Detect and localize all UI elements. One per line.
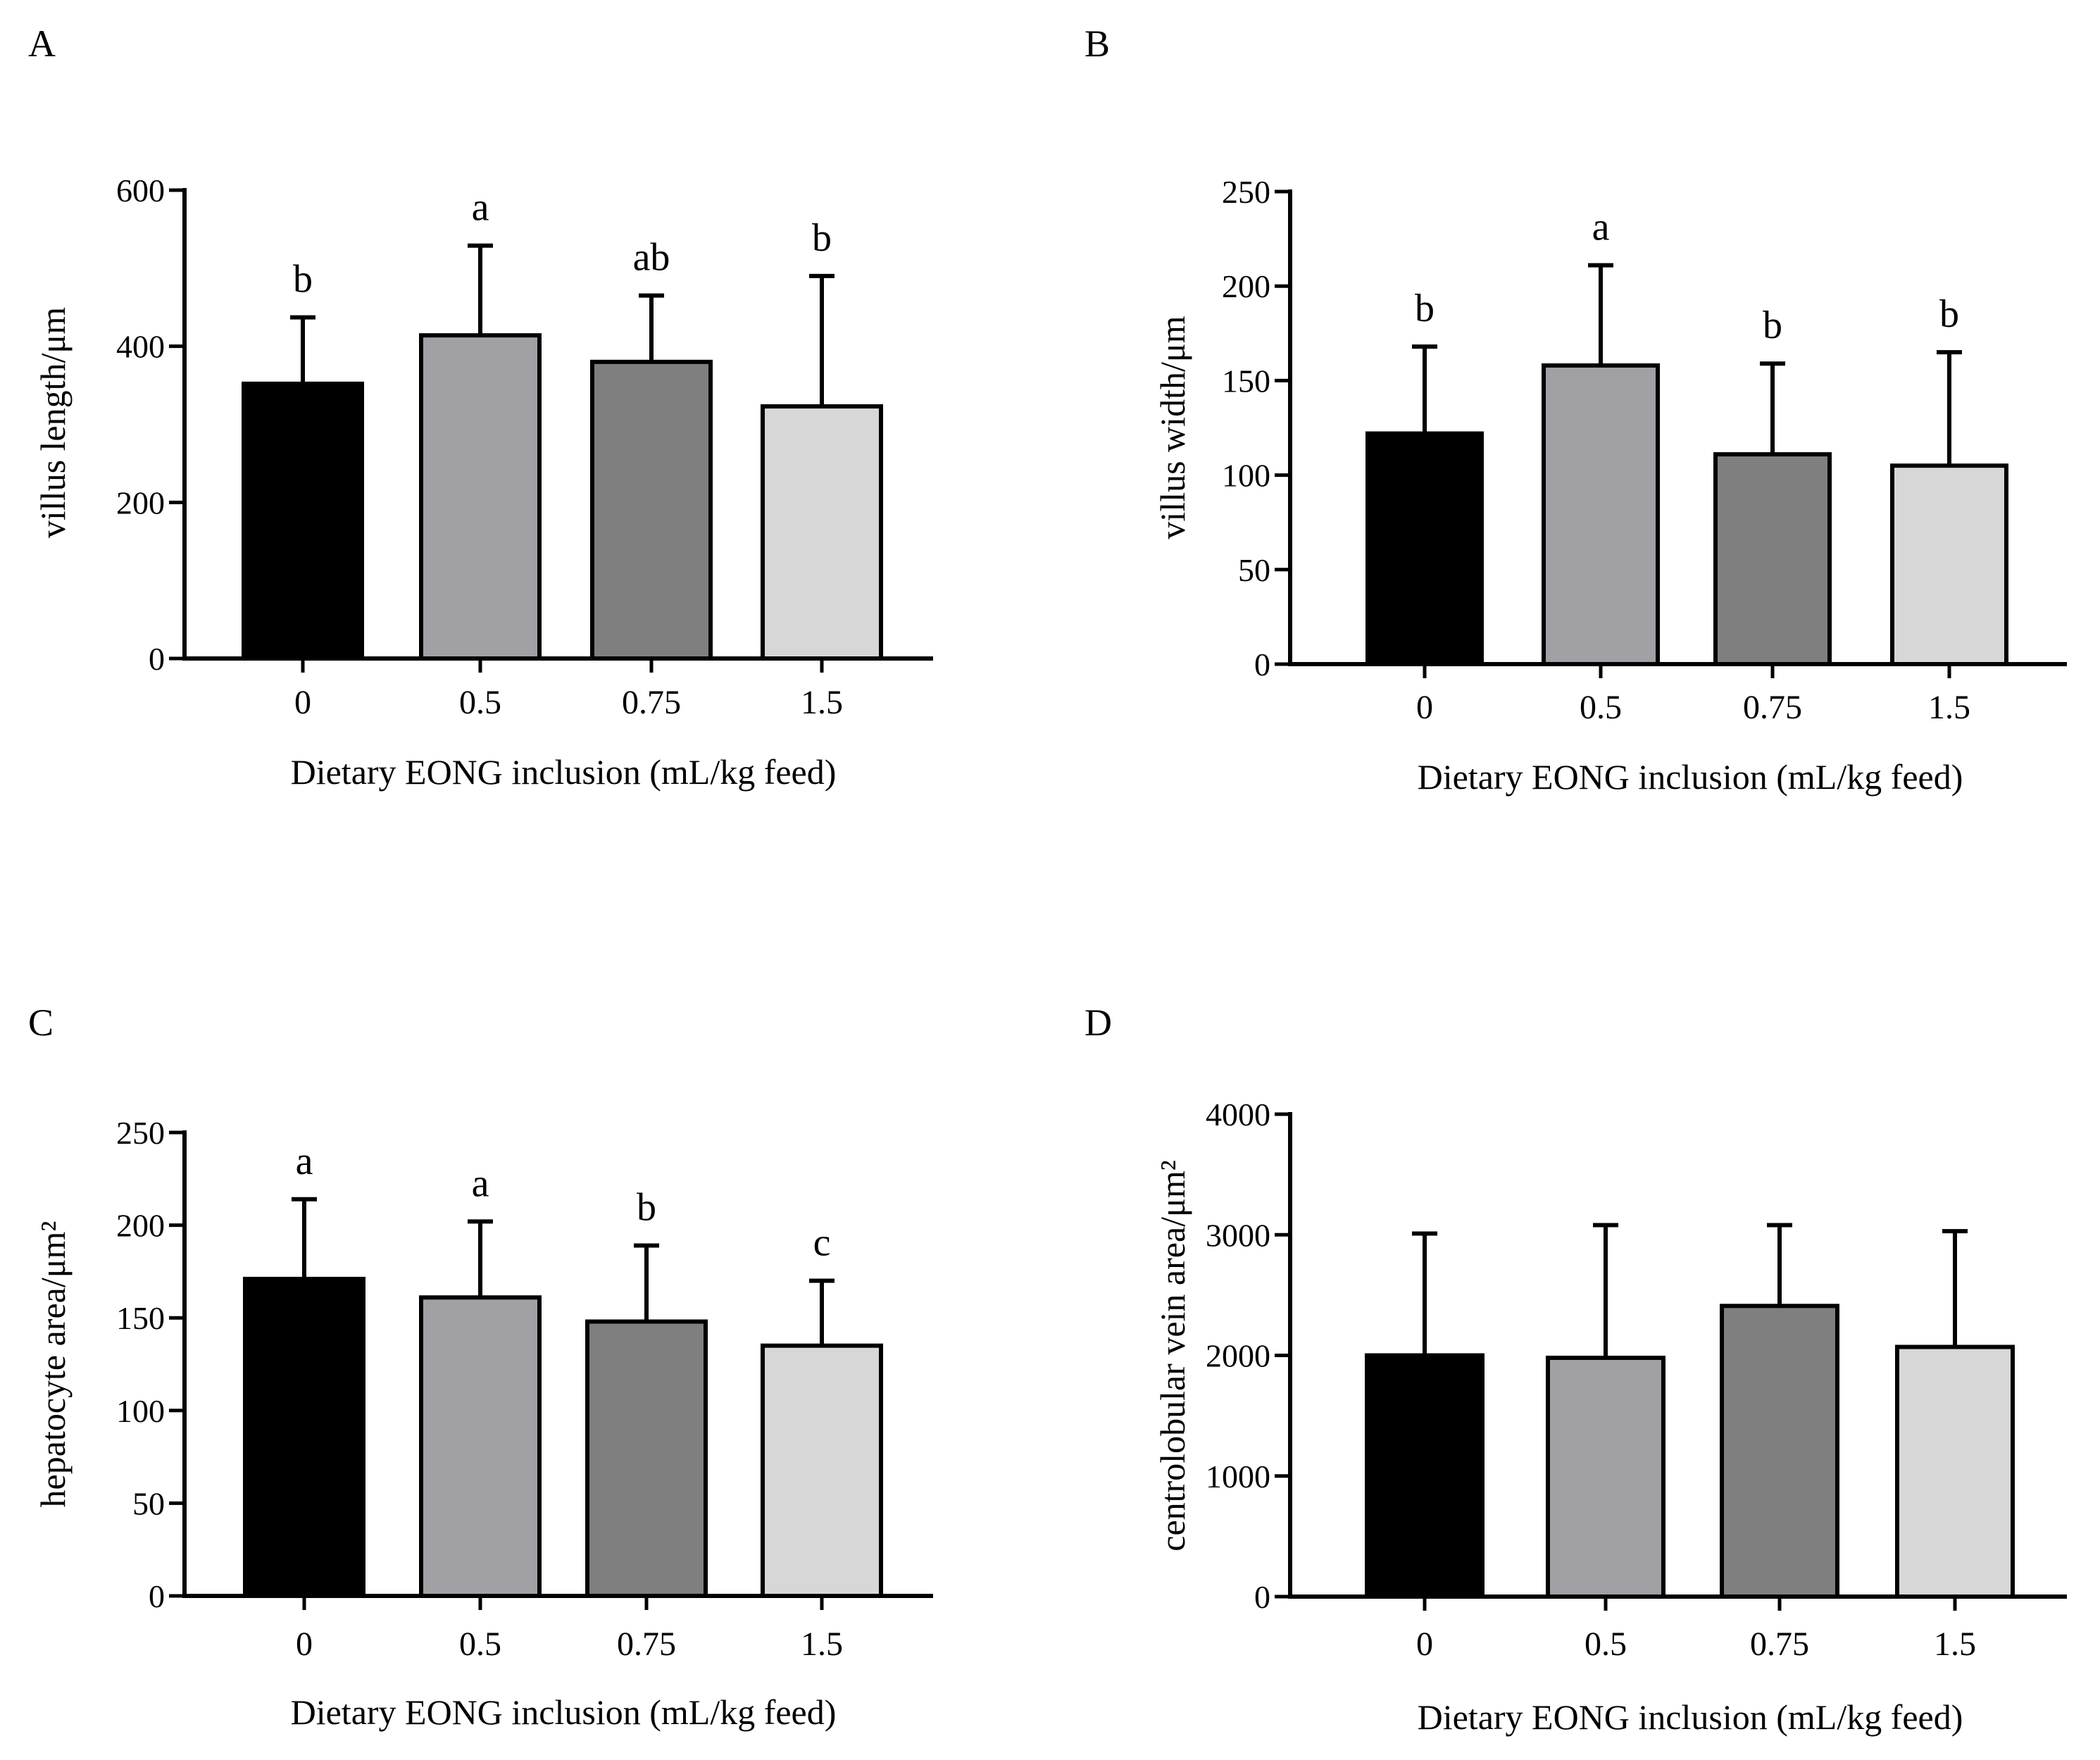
y-tick-label: 250 bbox=[1222, 174, 1270, 210]
significance-letter: a bbox=[1592, 206, 1610, 249]
x-tick-label: 0.75 bbox=[622, 684, 681, 721]
x-tick-label: 1.5 bbox=[1928, 689, 1970, 726]
x-axis-title: Dietary EONG inclusion (mL/kg feed) bbox=[291, 1692, 837, 1732]
chart-panel-b: Bb 0 a 0.5 b 0.75 b 1.5 0 50 100 150 200 250 Dietary E… bbox=[1085, 23, 2067, 797]
bar bbox=[242, 381, 364, 661]
x-tick-label: 0 bbox=[1416, 689, 1433, 726]
y-tick-label: 4000 bbox=[1206, 1097, 1270, 1132]
y-axis-title: centrolobular vein area/μm² bbox=[1153, 1160, 1192, 1551]
significance-letter: b bbox=[293, 258, 313, 301]
bar bbox=[1895, 1344, 2015, 1599]
bar bbox=[1713, 452, 1832, 666]
bar bbox=[585, 1319, 708, 1598]
panel-label: A bbox=[28, 23, 56, 65]
x-axis-title: Dietary EONG inclusion (mL/kg feed) bbox=[291, 752, 837, 792]
panel-label: C bbox=[28, 1001, 54, 1044]
bar bbox=[761, 404, 883, 661]
bar bbox=[419, 1295, 542, 1599]
y-tick-label: 200 bbox=[1222, 268, 1270, 304]
bar bbox=[1720, 1304, 1839, 1599]
significance-letter: a bbox=[472, 186, 489, 230]
y-tick-label: 50 bbox=[1238, 552, 1270, 588]
significance-letter: b bbox=[1939, 292, 1959, 336]
significance-letter: b bbox=[1763, 304, 1782, 347]
chart-panel-c: Ca 0 a 0.5 b 0.75 c 1.5 0 50 100 150 200 250 Dietary E… bbox=[28, 1001, 933, 1732]
panel-label: D bbox=[1085, 1001, 1112, 1044]
significance-letter: a bbox=[296, 1140, 313, 1183]
y-tick-label: 0 bbox=[149, 641, 165, 677]
y-tick-label: 100 bbox=[1222, 458, 1270, 494]
y-tick-label: 1000 bbox=[1206, 1459, 1270, 1494]
x-axis-title: Dietary EONG inclusion (mL/kg feed) bbox=[1418, 1697, 1963, 1737]
x-tick-label: 0.5 bbox=[1585, 1625, 1627, 1663]
y-tick-label: 50 bbox=[132, 1485, 165, 1521]
panel-label: B bbox=[1085, 23, 1110, 65]
x-tick-label: 1.5 bbox=[1934, 1625, 1976, 1663]
x-tick-label: 0.75 bbox=[617, 1625, 676, 1663]
y-tick-label: 150 bbox=[116, 1300, 165, 1336]
bar bbox=[761, 1343, 883, 1599]
y-tick-label: 3000 bbox=[1206, 1217, 1270, 1253]
y-tick-label: 2000 bbox=[1206, 1338, 1270, 1374]
x-tick-label: 0 bbox=[294, 684, 311, 721]
bar bbox=[1365, 1353, 1485, 1599]
bar bbox=[419, 333, 542, 661]
y-tick-label: 600 bbox=[116, 173, 165, 208]
bar bbox=[590, 359, 713, 661]
bar bbox=[1890, 463, 2008, 666]
x-tick-label: 0 bbox=[1416, 1625, 1433, 1663]
significance-letter: ab bbox=[633, 236, 670, 280]
x-tick-label: 0.75 bbox=[1750, 1625, 1809, 1663]
x-axis-title: Dietary EONG inclusion (mL/kg feed) bbox=[1418, 757, 1963, 797]
chart-panel-d: D 0 0.5 0.75 1.5 0 1000 2000 3000 4000 Dietary EON… bbox=[1085, 1001, 2067, 1737]
significance-letter: c bbox=[813, 1221, 831, 1265]
x-tick-label: 1.5 bbox=[801, 684, 843, 721]
chart-panel-a: Ab 0 a 0.5 ab 0.75 b 1.5 0 200 400 600 Dietary EONG … bbox=[28, 23, 933, 792]
y-tick-label: 150 bbox=[1222, 363, 1270, 399]
x-tick-label: 1.5 bbox=[801, 1625, 843, 1663]
y-axis-title: hepatocyte area/μm² bbox=[33, 1221, 73, 1508]
y-tick-label: 250 bbox=[116, 1115, 165, 1151]
x-tick-label: 0.5 bbox=[459, 684, 501, 721]
significance-letter: b bbox=[812, 216, 832, 260]
y-tick-label: 0 bbox=[149, 1578, 165, 1614]
significance-letter: b bbox=[637, 1186, 656, 1230]
significance-letter: b bbox=[1415, 287, 1435, 330]
x-tick-label: 0 bbox=[296, 1625, 313, 1663]
y-axis-title: villus width/μm bbox=[1153, 316, 1192, 539]
y-tick-label: 100 bbox=[116, 1393, 165, 1429]
y-axis-title: villus length/μm bbox=[33, 307, 73, 538]
y-tick-label: 200 bbox=[116, 1208, 165, 1244]
y-tick-label: 0 bbox=[1254, 647, 1270, 682]
bar bbox=[1365, 431, 1484, 666]
x-tick-label: 0.75 bbox=[1743, 689, 1802, 726]
significance-letter: a bbox=[472, 1161, 489, 1205]
x-tick-label: 0.5 bbox=[459, 1625, 501, 1663]
y-tick-label: 0 bbox=[1254, 1579, 1270, 1615]
x-tick-label: 0.5 bbox=[1580, 689, 1622, 726]
y-tick-label: 400 bbox=[116, 329, 165, 365]
y-tick-label: 200 bbox=[116, 485, 165, 520]
bar bbox=[1542, 363, 1660, 666]
bar bbox=[1546, 1355, 1665, 1599]
bar bbox=[243, 1276, 365, 1598]
